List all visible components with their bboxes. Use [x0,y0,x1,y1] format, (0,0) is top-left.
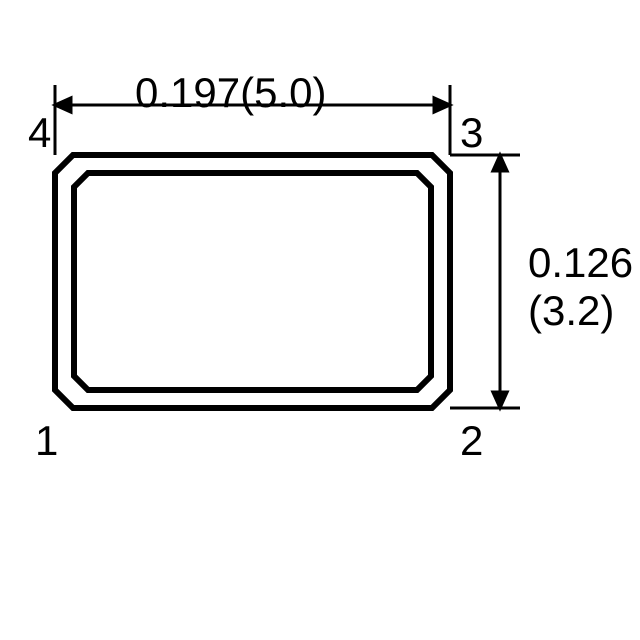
height-dimension-label-line1: 0.126 [528,240,633,286]
corner-label-1: 1 [35,418,58,464]
inner-rectangle [74,173,431,390]
technical-drawing: 0.197(5.0) 0.126 (3.2) 4 3 1 2 [0,0,640,640]
height-dimension-label-line2: (3.2) [528,288,614,334]
outer-rectangle [55,155,450,408]
corner-label-2: 2 [460,418,483,464]
corner-label-3: 3 [460,110,483,156]
vertical-dimension [450,155,520,408]
corner-label-4: 4 [28,110,51,156]
width-dimension-label: 0.197(5.0) [135,70,326,116]
